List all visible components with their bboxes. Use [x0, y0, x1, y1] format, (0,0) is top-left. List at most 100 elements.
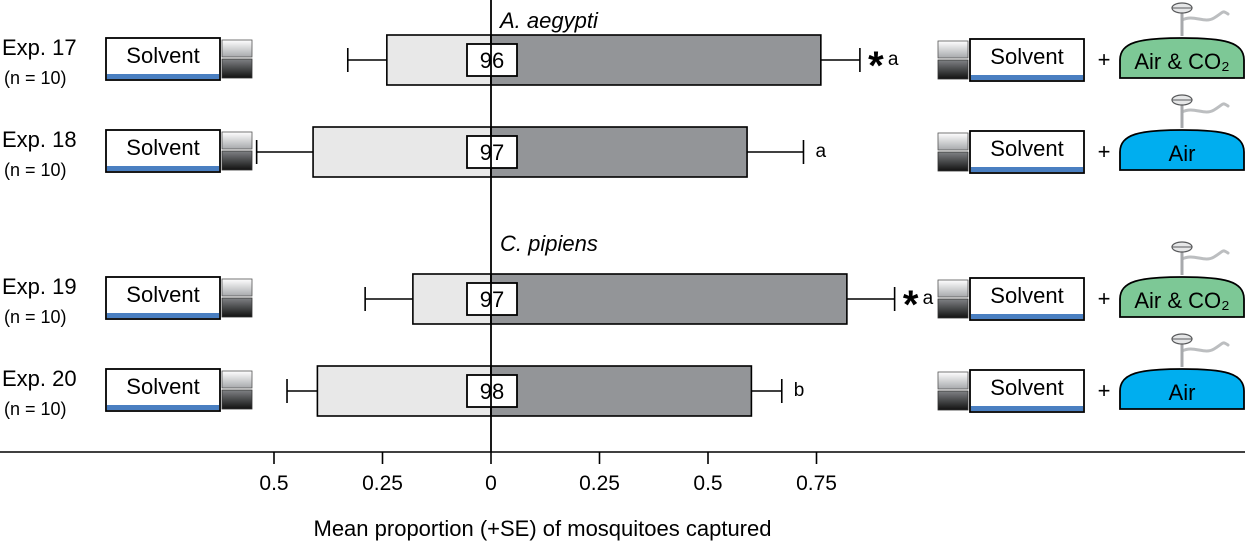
cartridge-cap-dark: [221, 297, 253, 318]
bar-treatment: [490, 365, 753, 417]
group-letter: a: [923, 288, 934, 309]
cartridge-stripe: [971, 406, 1083, 411]
solvent-cartridge-left: Solvent: [105, 276, 253, 320]
x-tick-label: 0.75: [796, 472, 837, 495]
responders-box: [466, 282, 518, 316]
trap-body: [1119, 37, 1245, 79]
solvent-label: Solvent: [126, 135, 199, 160]
significance-marker: *: [868, 44, 884, 88]
plus-sign: +: [1098, 378, 1111, 403]
significance-marker: *: [903, 283, 919, 327]
bar-control: [316, 365, 492, 417]
solvent-cartridge-right: Solvent: [937, 369, 1085, 413]
cartridge-cap-dark: [937, 59, 969, 80]
solvent-label: Solvent: [126, 282, 199, 307]
solvent-label: Solvent: [126, 374, 199, 399]
trap-dome: Air & CO₂: [1119, 241, 1245, 318]
responders-label: 97: [480, 287, 504, 312]
trap-tube: [1180, 341, 1230, 353]
treatment-label: Air: [1169, 380, 1196, 405]
solvent-cartridge-left: Solvent: [105, 37, 253, 81]
trap-body: [1119, 276, 1245, 318]
x-axis-label: Mean proportion (+SE) of mosquitoes capt…: [313, 516, 772, 541]
plus-sign: +: [1098, 286, 1111, 311]
trap-body: [1119, 368, 1245, 410]
group-title: A. aegypti: [498, 8, 599, 33]
responders-box: [466, 43, 518, 77]
cartridge-cap-light: [221, 131, 253, 150]
bar-treatment: [490, 34, 822, 86]
solvent-label: Solvent: [990, 375, 1063, 400]
group-letter: a: [888, 49, 899, 70]
cartridge-stripe: [107, 313, 219, 318]
responders-label: 96: [480, 48, 504, 73]
group-letter: b: [794, 380, 805, 401]
cartridge-body: [969, 38, 1085, 82]
x-tick-label: 0.5: [259, 472, 288, 495]
solvent-cartridge-left: Solvent: [105, 368, 253, 412]
cartridge-cap-dark: [221, 150, 253, 171]
responders-label: 98: [480, 379, 504, 404]
responders-box: [466, 135, 518, 169]
cartridge-body: [105, 368, 221, 412]
x-tick-label: 0: [485, 472, 497, 495]
sample-size-label: (n = 10): [4, 160, 67, 180]
trap-tube: [1180, 249, 1230, 261]
responders-box: [466, 374, 518, 408]
cartridge-body: [969, 369, 1085, 413]
solvent-label: Solvent: [990, 44, 1063, 69]
trap-dome: Air: [1119, 94, 1245, 171]
cartridge-stripe: [107, 166, 219, 171]
cartridge-body: [969, 130, 1085, 174]
experiment-label: Exp. 20: [2, 366, 77, 391]
cartridge-cap-light: [937, 279, 969, 298]
cartridge-body: [969, 277, 1085, 321]
group-title: C. pipiens: [500, 231, 598, 256]
cartridge-cap-light: [221, 370, 253, 389]
cartridge-cap-light: [937, 40, 969, 59]
x-tick-label: 0.25: [579, 472, 620, 495]
cartridge-body: [105, 129, 221, 173]
experiment-label: Exp. 19: [2, 274, 77, 299]
treatment-label: Air & CO₂: [1134, 288, 1229, 313]
solvent-cartridge-right: Solvent: [937, 38, 1085, 82]
cartridge-cap-dark: [937, 298, 969, 319]
treatment-label: Air: [1169, 141, 1196, 166]
cartridge-stripe: [971, 314, 1083, 319]
cartridge-cap-dark: [221, 58, 253, 79]
bar-control: [312, 126, 492, 178]
plot-area: 0.5 0.25 0 0.25 0.5 0.75 A. aegypti C. pipiens E…: [0, 0, 1245, 495]
solvent-label: Solvent: [126, 43, 199, 68]
cartridge-cap-light: [221, 278, 253, 297]
cartridge-stripe: [971, 167, 1083, 172]
treatment-label: Air & CO₂: [1134, 49, 1229, 74]
cartridge-stripe: [107, 74, 219, 79]
cartridge-cap-dark: [221, 389, 253, 410]
plus-sign: +: [1098, 139, 1111, 164]
trap-body: [1119, 129, 1245, 171]
solvent-cartridge-left: Solvent: [105, 129, 253, 173]
solvent-cartridge-right: Solvent: [937, 130, 1085, 174]
solvent-label: Solvent: [990, 283, 1063, 308]
cartridge-cap-dark: [937, 151, 969, 172]
plus-sign: +: [1098, 47, 1111, 72]
trap-tube: [1180, 102, 1230, 114]
sample-size-label: (n = 10): [4, 307, 67, 327]
sample-size-label: (n = 10): [4, 68, 67, 88]
cartridge-stripe: [971, 75, 1083, 80]
sample-size-label: (n = 10): [4, 399, 67, 419]
cartridge-cap-light: [937, 132, 969, 151]
cartridge-cap-dark: [937, 390, 969, 411]
cartridge-stripe: [107, 405, 219, 410]
cartridge-cap-light: [221, 39, 253, 58]
solvent-label: Solvent: [990, 136, 1063, 161]
experiment-label: Exp. 17: [2, 35, 77, 60]
experiment-label: Exp. 18: [2, 127, 77, 152]
group-letter: a: [815, 141, 826, 162]
bar-treatment: [490, 273, 848, 325]
cartridge-body: [105, 276, 221, 320]
x-tick-label: 0.5: [693, 472, 722, 495]
responders-label: 97: [480, 140, 504, 165]
cartridge-body: [105, 37, 221, 81]
